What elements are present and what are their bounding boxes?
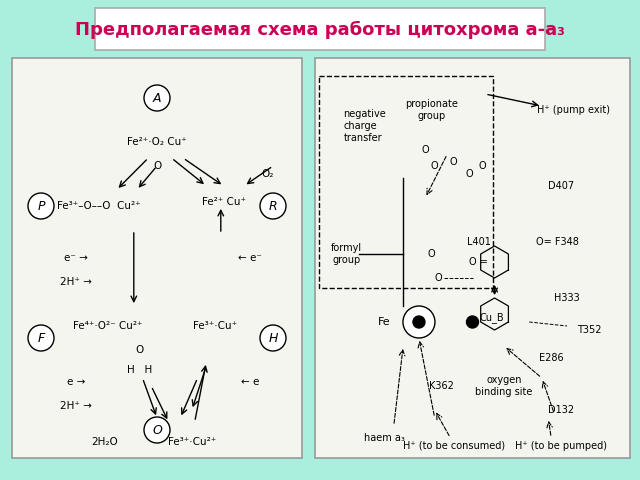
Text: O= F348: O= F348 [536,237,579,247]
Text: Fe³⁺·Cu⁺: Fe³⁺·Cu⁺ [193,321,237,331]
Text: O: O [152,423,162,436]
Text: H⁺ (pump exit): H⁺ (pump exit) [537,105,610,115]
Text: D132: D132 [548,405,574,415]
Text: A: A [153,92,161,105]
Text: R: R [269,200,277,213]
Text: O: O [450,157,458,167]
Circle shape [413,316,425,328]
Text: O: O [478,161,486,171]
Text: T352: T352 [577,325,602,335]
Text: Fe³⁺·Cu²⁺: Fe³⁺·Cu²⁺ [168,437,216,447]
Text: D407: D407 [548,181,574,191]
Text: O: O [465,169,473,179]
Text: O: O [428,249,435,259]
Text: propionate
group: propionate group [405,99,458,121]
Text: H⁺ (to be consumed): H⁺ (to be consumed) [403,441,505,451]
Text: negative
charge
transfer: negative charge transfer [343,109,386,143]
Text: H333: H333 [554,293,580,303]
Bar [12,58,302,458]
Bar [95,8,545,50]
Circle shape [260,193,286,219]
Text: oxygen
binding site: oxygen binding site [476,375,532,397]
Text: 2H₂O: 2H₂O [92,437,118,447]
Circle shape [260,325,286,351]
Circle shape [28,325,54,351]
Text: ← e⁻: ← e⁻ [238,253,262,263]
Text: H   H: H H [127,365,152,375]
Text: 2H⁺ →: 2H⁺ → [60,401,92,411]
Text: L401: L401 [467,237,491,247]
Text: F: F [37,332,45,345]
Circle shape [144,417,170,443]
Text: O: O [136,345,144,355]
Circle shape [28,193,54,219]
Text: E286: E286 [539,353,564,363]
Text: Fe²⁺ Cu⁺: Fe²⁺ Cu⁺ [202,197,246,207]
Text: H⁺ (to be pumped): H⁺ (to be pumped) [515,441,607,451]
Text: K362: K362 [429,381,453,391]
Text: Fe³⁺–O––O  Cu²⁺: Fe³⁺–O––O Cu²⁺ [57,201,141,211]
Text: formyl
group: formyl group [331,243,362,265]
Text: O =: O = [469,257,488,267]
Circle shape [403,306,435,338]
Text: haem a₃: haem a₃ [364,433,404,443]
Text: ← e: ← e [241,377,259,387]
Circle shape [467,316,479,328]
Text: e →: e → [67,377,85,387]
Text: P: P [37,200,45,213]
Text: O: O [153,161,161,171]
Text: 2H⁺ →: 2H⁺ → [60,277,92,287]
Text: O: O [434,273,442,283]
Text: Fe²⁺·O₂ Cu⁺: Fe²⁺·O₂ Cu⁺ [127,137,187,147]
Text: e⁻ →: e⁻ → [64,253,88,263]
Text: O: O [421,145,429,155]
Text: H: H [268,332,278,345]
Text: Fe: Fe [378,317,390,327]
Text: Fe⁴⁺·O²⁻ Cu²⁺: Fe⁴⁺·O²⁻ Cu²⁺ [73,321,143,331]
Text: O₂: O₂ [261,169,273,179]
Text: O: O [431,161,438,171]
Bar [315,58,630,458]
Text: Предполагаемая схема работы цитохрома а-а₃: Предполагаемая схема работы цитохрома а-… [75,21,565,39]
Text: Cu_B: Cu_B [479,312,504,324]
Circle shape [144,85,170,111]
